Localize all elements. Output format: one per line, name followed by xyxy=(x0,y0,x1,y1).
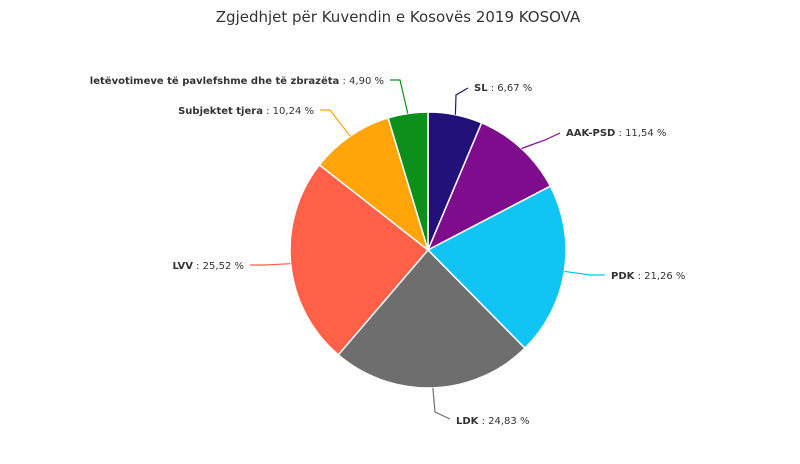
leader-line xyxy=(521,132,561,150)
slice-label: PDK : 21,26 % xyxy=(611,271,685,282)
slice-label: LDK : 24,83 % xyxy=(456,416,529,427)
slice-label: AAK-PSD : 11,54 % xyxy=(566,128,666,139)
slice-label: LVV : 25,52 % xyxy=(172,261,244,272)
slices-layer xyxy=(289,111,567,389)
pie-slice-let-votimeve-t-pavlefshme-dhe-t-zbraz-ta xyxy=(387,111,429,251)
leader-line xyxy=(432,387,451,420)
pie-slice-subjektet-tjera xyxy=(318,116,430,253)
pie-slice-ldk xyxy=(337,248,527,389)
leader-line xyxy=(390,79,409,114)
leader-line xyxy=(320,109,351,137)
leader-line xyxy=(564,270,605,276)
leader-line xyxy=(454,87,469,115)
leader-line xyxy=(250,263,291,266)
chart-title: Zgjedhjet për Kuvendin e Kosovës 2019 KO… xyxy=(216,8,581,26)
slice-label: Subjektet tjera : 10,24 % xyxy=(178,106,314,117)
labels-layer: SL : 6,67 % AAK-PSD : 11,54 % PDK : 21,26 … xyxy=(90,76,686,427)
slice-label: letëvotimeve të pavlefshme dhe të zbrazë… xyxy=(90,76,384,87)
slice-label: SL : 6,67 % xyxy=(474,83,532,94)
leader-lines-layer xyxy=(250,79,605,420)
